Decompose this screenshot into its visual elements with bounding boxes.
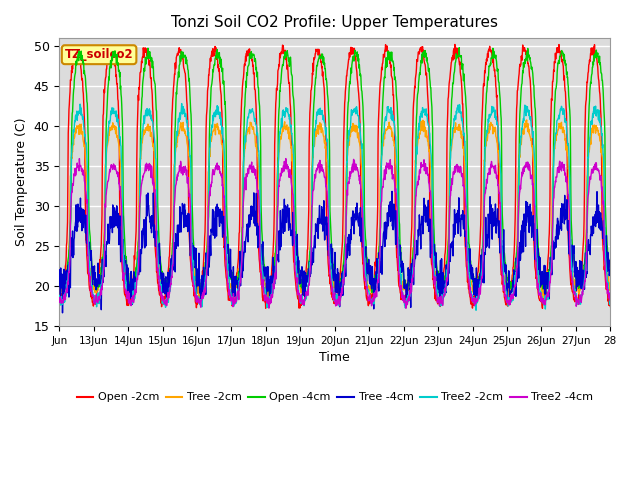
- Tree -2cm: [546, 260, 554, 265]
- Tree -4cm: [142, 215, 150, 220]
- Open -2cm: [600, 257, 608, 263]
- Open -4cm: [455, 45, 463, 50]
- Title: Tonzi Soil CO2 Profile: Upper Temperatures: Tonzi Soil CO2 Profile: Upper Temperatur…: [172, 15, 499, 30]
- Open -2cm: [539, 305, 547, 311]
- Tree -4cm: [465, 255, 473, 261]
- Open -2cm: [465, 284, 473, 289]
- Line: Tree -2cm: Tree -2cm: [60, 120, 611, 298]
- Open -2cm: [607, 304, 614, 310]
- Tree2 -4cm: [141, 162, 149, 168]
- Tree2 -4cm: [402, 305, 410, 311]
- Line: Tree -4cm: Tree -4cm: [60, 192, 611, 313]
- Tree -4cm: [310, 242, 318, 248]
- Legend: Open -2cm, Tree -2cm, Open -4cm, Tree -4cm, Tree2 -2cm, Tree2 -4cm: Open -2cm, Tree -2cm, Open -4cm, Tree -4…: [72, 388, 598, 407]
- Tree -2cm: [523, 117, 531, 123]
- Open -4cm: [465, 241, 473, 247]
- Tree -2cm: [607, 280, 614, 286]
- Tree -4cm: [56, 267, 63, 273]
- Open -2cm: [451, 42, 459, 48]
- Tree -2cm: [321, 140, 328, 146]
- Tree2 -4cm: [321, 175, 328, 180]
- Tree2 -2cm: [607, 297, 614, 302]
- Tree -4cm: [607, 267, 614, 273]
- Open -4cm: [368, 289, 376, 295]
- Open -4cm: [546, 260, 554, 266]
- Tree2 -2cm: [321, 120, 328, 125]
- Tree -2cm: [310, 144, 318, 149]
- Tree2 -4cm: [282, 156, 290, 161]
- Tree2 -4cm: [546, 280, 554, 286]
- Tree -2cm: [230, 295, 238, 301]
- X-axis label: Time: Time: [319, 351, 350, 364]
- Line: Open -2cm: Open -2cm: [60, 45, 611, 308]
- Tree2 -4cm: [310, 179, 318, 185]
- Line: Tree2 -4cm: Tree2 -4cm: [60, 158, 611, 308]
- Tree -4cm: [388, 189, 396, 194]
- Tree2 -4cm: [465, 282, 473, 288]
- Tree2 -2cm: [465, 272, 473, 277]
- Open -4cm: [310, 101, 317, 107]
- Tree -2cm: [465, 272, 473, 277]
- Tree2 -2cm: [546, 268, 554, 274]
- Open -4cm: [321, 62, 328, 68]
- Open -2cm: [310, 55, 317, 60]
- Tree2 -2cm: [56, 293, 63, 299]
- Tree2 -2cm: [141, 111, 149, 117]
- Open -4cm: [141, 55, 149, 60]
- Tree -2cm: [600, 223, 608, 228]
- Tree2 -4cm: [56, 295, 63, 301]
- Y-axis label: Soil Temperature (C): Soil Temperature (C): [15, 118, 28, 246]
- Tree -4cm: [59, 310, 67, 316]
- Tree2 -2cm: [472, 307, 480, 313]
- Open -2cm: [141, 49, 149, 55]
- Tree -2cm: [56, 283, 63, 289]
- Tree -4cm: [321, 237, 328, 243]
- Open -4cm: [607, 273, 614, 278]
- Tree2 -2cm: [178, 101, 186, 107]
- Tree -2cm: [141, 127, 149, 133]
- Open -2cm: [546, 193, 554, 199]
- Line: Tree2 -2cm: Tree2 -2cm: [60, 104, 611, 310]
- Tree2 -4cm: [600, 207, 608, 213]
- Open -4cm: [56, 273, 63, 279]
- Tree2 -4cm: [607, 293, 614, 299]
- Tree2 -2cm: [310, 135, 318, 141]
- Open -4cm: [600, 105, 608, 111]
- Tree -4cm: [546, 278, 554, 284]
- Open -2cm: [321, 85, 328, 91]
- Tree -4cm: [600, 242, 608, 248]
- Text: TZ_soilco2: TZ_soilco2: [65, 48, 133, 61]
- Line: Open -4cm: Open -4cm: [60, 48, 611, 292]
- Open -2cm: [56, 298, 63, 303]
- Tree2 -2cm: [600, 163, 608, 169]
